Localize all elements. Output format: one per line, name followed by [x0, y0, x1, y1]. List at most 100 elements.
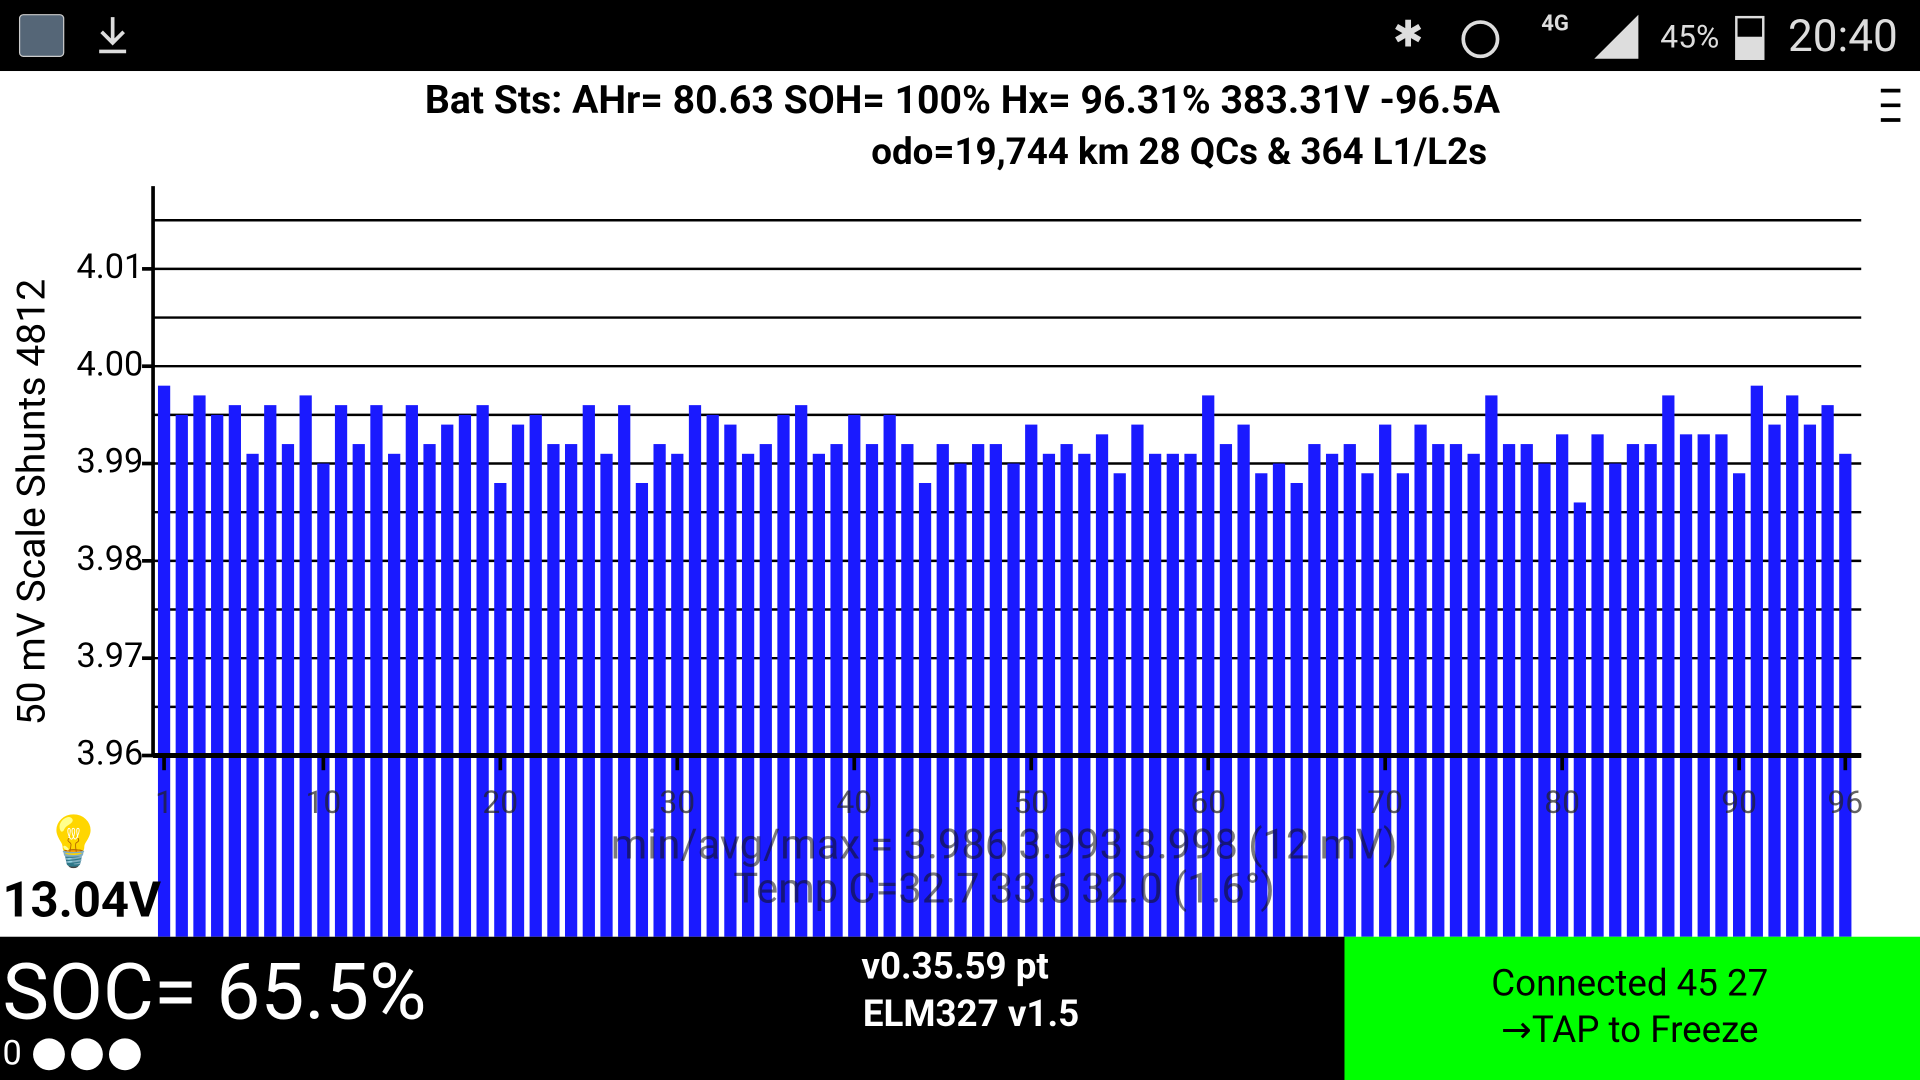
bar — [1449, 444, 1463, 937]
bar — [972, 444, 985, 937]
x-tick-label: 30 — [659, 783, 695, 821]
bar — [954, 463, 967, 937]
bar — [1343, 444, 1356, 937]
bar — [635, 482, 649, 937]
bar — [1078, 453, 1091, 937]
bar — [1308, 444, 1321, 937]
y-tick-label: 3.99 — [76, 442, 143, 482]
bar — [1609, 463, 1622, 937]
bar — [1255, 473, 1268, 937]
bar — [211, 414, 224, 937]
bar — [1396, 473, 1410, 937]
bar — [1697, 434, 1710, 937]
bulb-icon: 💡 — [43, 813, 104, 870]
bar — [494, 482, 507, 937]
bar — [724, 424, 737, 937]
chart: 3.96 3.97 3.98 3.99 4.00 4.01 1 10 20 30 40 50 60 70 8… — [9, 186, 1863, 937]
bar — [1361, 473, 1374, 937]
clock: 20:40 — [1788, 10, 1898, 62]
y-axis-label: 50 mV Scale Shunts 4812 — [9, 279, 55, 726]
bar — [264, 405, 277, 937]
bar — [1272, 463, 1286, 937]
bar — [511, 424, 525, 937]
menu-button[interactable] — [1880, 88, 1901, 122]
bar — [777, 414, 790, 937]
x-tick-label: 70 — [1367, 783, 1403, 821]
x-tick-label: 1 — [155, 783, 173, 821]
bar — [1219, 444, 1233, 937]
bar — [1148, 453, 1162, 937]
version: v0.35.59 pt — [861, 944, 1048, 987]
bar — [1591, 434, 1604, 937]
bar — [1538, 463, 1551, 937]
network-type: 4G — [1541, 11, 1569, 36]
bar — [918, 482, 932, 937]
bar — [759, 444, 772, 937]
bar — [830, 444, 843, 937]
status-line[interactable]: Connected 45 27 — [1491, 961, 1768, 1004]
status-line[interactable]: →TAP to Freeze — [1501, 1008, 1758, 1051]
bar — [1060, 444, 1073, 937]
bar — [157, 385, 171, 937]
x-tick-label: 90 — [1721, 783, 1757, 821]
x-tick-label: 20 — [482, 783, 518, 821]
x-tick-label: 10 — [305, 783, 341, 821]
connect-button[interactable] — [1344, 936, 1920, 1080]
bar — [476, 405, 489, 937]
bar — [901, 444, 914, 937]
bar — [883, 414, 896, 937]
indicator-dots — [33, 1038, 141, 1071]
bar — [1556, 434, 1569, 937]
chart-annotation: Temp C=32.7 33.6 32.0 (1.6°) — [733, 864, 1275, 913]
bar — [1237, 424, 1250, 937]
bar — [1467, 453, 1480, 937]
bar — [1432, 444, 1445, 937]
bar — [1202, 395, 1215, 937]
adapter: ELM327 v1.5 — [863, 992, 1079, 1035]
bar — [423, 444, 436, 937]
bar — [1485, 395, 1498, 937]
download-icon — [99, 17, 127, 54]
bar — [1184, 453, 1197, 937]
status-bar — [0, 0, 1920, 72]
bar — [193, 395, 206, 937]
bar — [1679, 434, 1693, 937]
bar — [741, 453, 755, 937]
bar — [1113, 473, 1126, 937]
bar — [1379, 424, 1392, 937]
bar — [1821, 405, 1834, 937]
bar — [582, 405, 595, 937]
bar — [1839, 453, 1852, 937]
x-tick-label: 40 — [836, 783, 872, 821]
bar — [865, 444, 879, 937]
x-tick-label: 96 — [1827, 783, 1863, 821]
bar — [334, 405, 348, 937]
bar — [1662, 395, 1675, 937]
bar — [1786, 395, 1799, 937]
bar — [1733, 473, 1746, 937]
bar — [848, 414, 861, 937]
bar — [458, 414, 472, 937]
header-line: Bat Sts: AHr= 80.63 SOH= 100% Hx= 96.31%… — [425, 77, 1501, 123]
bar — [529, 414, 542, 937]
bar — [564, 444, 578, 937]
y-tick-label: 3.96 — [76, 734, 143, 774]
bar — [1290, 482, 1303, 937]
y-tick-label: 3.97 — [76, 636, 143, 676]
bar — [600, 453, 613, 937]
x-tick-label: 80 — [1544, 783, 1580, 821]
bar — [1007, 463, 1020, 937]
battery-percent: 45% — [1660, 18, 1719, 56]
bar — [1502, 444, 1516, 937]
bar — [1166, 453, 1179, 937]
soc: SOC= 65.5% — [2, 947, 426, 1039]
y-tick-label: 3.98 — [76, 539, 143, 579]
bar — [352, 444, 365, 937]
bar — [246, 453, 259, 937]
bar — [1626, 444, 1640, 937]
bar — [405, 405, 418, 937]
signal-icon — [1594, 14, 1639, 59]
bar — [175, 414, 188, 937]
